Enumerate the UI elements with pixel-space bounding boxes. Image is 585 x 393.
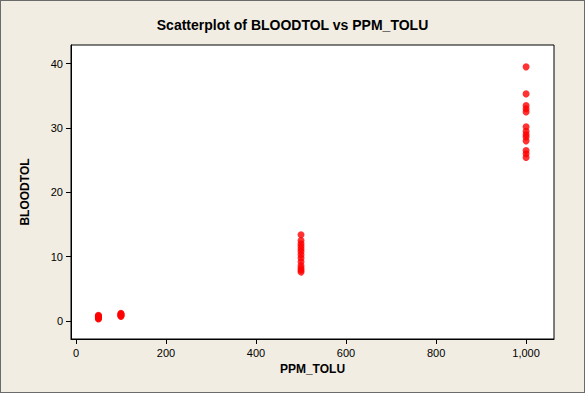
svg-text:400: 400 [247,347,265,359]
svg-text:10: 10 [51,251,63,263]
svg-text:0: 0 [57,315,63,327]
svg-text:200: 200 [157,347,175,359]
svg-text:1,000: 1,000 [512,347,540,359]
svg-text:40: 40 [51,58,63,70]
svg-text:PPM_TOLU: PPM_TOLU [280,362,345,376]
svg-text:Scatterplot of BLOODTOL vs PPM: Scatterplot of BLOODTOL vs PPM_TOLU [157,17,428,33]
svg-text:0: 0 [73,347,79,359]
svg-text:20: 20 [51,186,63,198]
svg-text:800: 800 [427,347,445,359]
svg-text:BLOODTOL: BLOODTOL [18,158,32,225]
svg-text:30: 30 [51,122,63,134]
svg-text:600: 600 [337,347,355,359]
